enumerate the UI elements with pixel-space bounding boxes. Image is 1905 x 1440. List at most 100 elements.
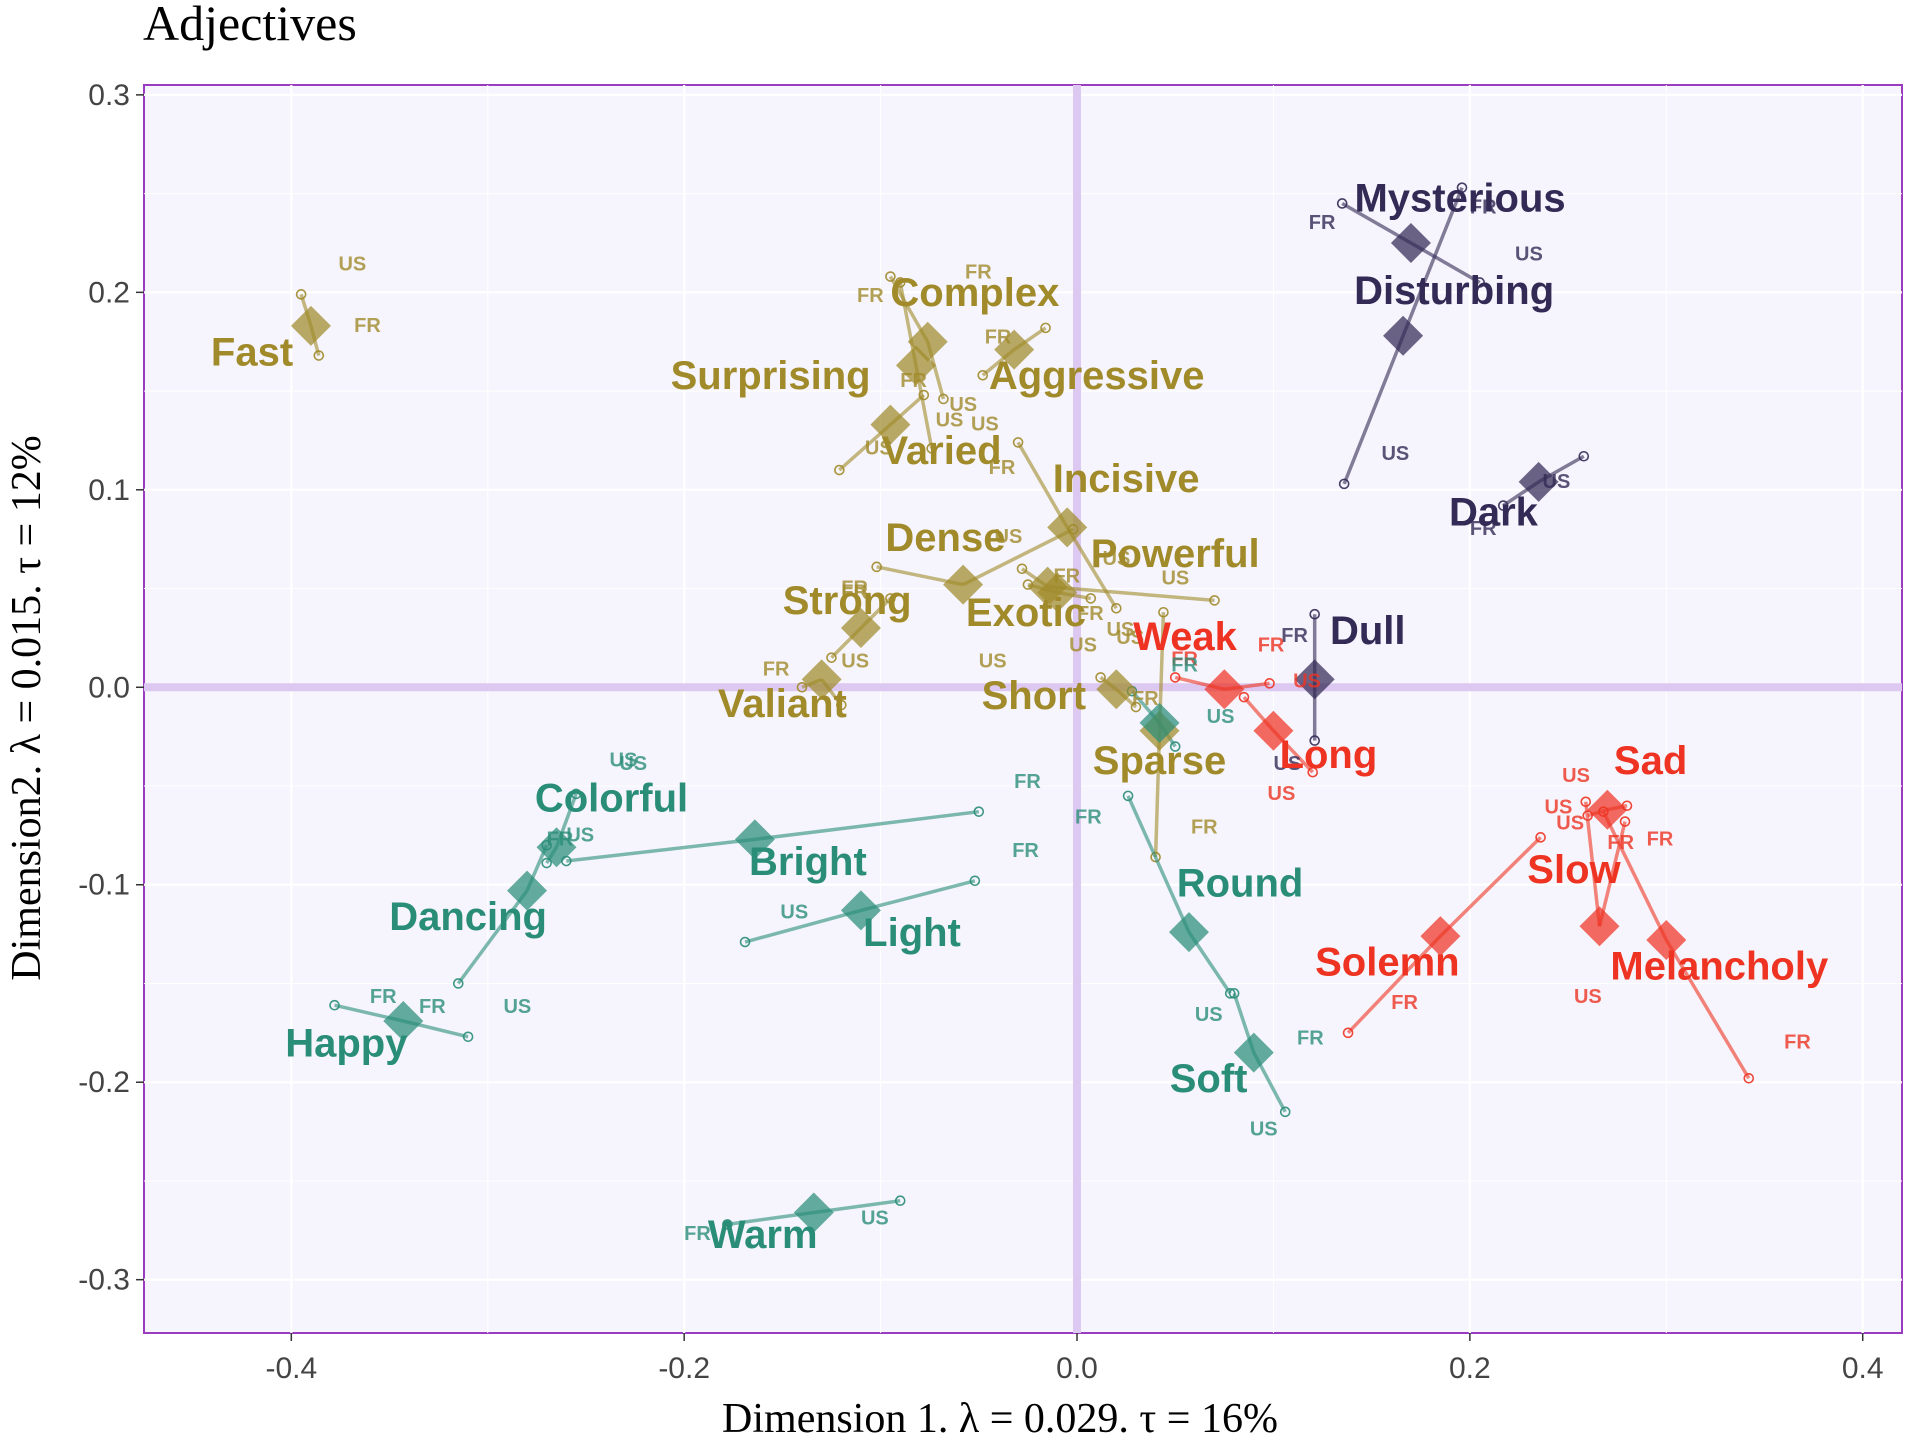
fr-label: FR bbox=[1077, 603, 1104, 625]
us-label: US bbox=[841, 651, 869, 673]
segment-line bbox=[1153, 730, 1162, 858]
segment-line bbox=[1584, 801, 1602, 927]
us-label: US bbox=[1268, 783, 1296, 805]
us-label: US bbox=[619, 753, 647, 775]
point-label: Sparse bbox=[1093, 739, 1226, 783]
point-diamond bbox=[1390, 222, 1431, 263]
fr-label: FR bbox=[1171, 649, 1198, 671]
us-label: US bbox=[780, 901, 808, 923]
subgroup-point bbox=[1209, 595, 1220, 606]
point-diamond bbox=[793, 1192, 834, 1233]
segment-line bbox=[1401, 187, 1464, 337]
subgroup-point bbox=[1158, 606, 1169, 618]
point-diamond bbox=[801, 659, 842, 700]
us-label: US bbox=[1103, 548, 1131, 570]
us-label: US bbox=[610, 749, 638, 771]
point-diamond bbox=[1204, 669, 1245, 710]
us-label: US bbox=[1106, 619, 1134, 641]
subgroup-point bbox=[1497, 500, 1509, 511]
subgroup-point bbox=[1169, 741, 1181, 752]
us-label: US bbox=[566, 824, 594, 846]
subgroup-point bbox=[796, 681, 808, 693]
subgroup-point bbox=[1580, 796, 1592, 808]
origin-lines bbox=[144, 85, 1902, 1333]
us-label: US bbox=[936, 410, 964, 432]
subgroup-point bbox=[969, 875, 981, 887]
subgroup-point bbox=[1474, 277, 1485, 288]
subgroup-point bbox=[926, 443, 937, 454]
fr-label: FR bbox=[1391, 992, 1418, 1014]
subgroup-point bbox=[977, 369, 989, 381]
subgroup-point bbox=[918, 389, 930, 401]
x-tick-label: -0.2 bbox=[658, 1352, 710, 1385]
fr-label: FR bbox=[684, 1223, 711, 1245]
fr-label: FR bbox=[965, 262, 992, 284]
point-label: Dark bbox=[1449, 490, 1539, 534]
point-label: Slow bbox=[1527, 848, 1621, 892]
segment-line bbox=[1342, 335, 1405, 485]
us-label: US bbox=[971, 414, 999, 436]
point-diamond bbox=[994, 329, 1035, 370]
subgroup-point bbox=[871, 561, 882, 573]
subgroup-point bbox=[894, 277, 906, 288]
segment-line bbox=[860, 879, 976, 913]
subgroup-point bbox=[1238, 691, 1250, 703]
subgroup-point bbox=[836, 699, 847, 711]
point-label: Sad bbox=[1614, 739, 1687, 783]
fr-label: FR bbox=[419, 996, 446, 1018]
point-marks bbox=[290, 222, 1687, 1233]
point-label: Warm bbox=[708, 1213, 818, 1257]
segment-line bbox=[744, 908, 862, 944]
fr-label: FR bbox=[1132, 688, 1159, 710]
subgroup-point bbox=[1309, 608, 1320, 620]
x-axis-label: Dimension 1. λ = 0.029. τ = 16% bbox=[722, 1396, 1278, 1440]
point-diamond bbox=[536, 827, 577, 868]
point-label: Strong bbox=[783, 579, 912, 623]
point-label: Solemn bbox=[1315, 941, 1459, 985]
us-label: US bbox=[338, 254, 366, 276]
point-diamond bbox=[840, 890, 881, 931]
point-label: Long bbox=[1280, 733, 1378, 777]
point-diamond bbox=[943, 564, 984, 605]
subgroup-point bbox=[1130, 701, 1142, 713]
point-diamond bbox=[1518, 461, 1559, 502]
us-label: US bbox=[995, 526, 1023, 548]
point-label: Mysterious bbox=[1354, 176, 1565, 220]
chart-title: Adjectives bbox=[143, 0, 357, 51]
subgroup-point bbox=[541, 857, 552, 869]
fr-label: FR bbox=[1470, 196, 1497, 218]
fr-label: FR bbox=[1171, 654, 1198, 676]
fr-label: FR bbox=[1309, 212, 1336, 234]
fr-label: FR bbox=[1053, 566, 1080, 588]
point-label: Powerful bbox=[1091, 532, 1260, 576]
y-axis-label: Dimension2. λ = 0.015. τ = 12% bbox=[4, 435, 50, 980]
y-tick-label: -0.3 bbox=[78, 1264, 130, 1297]
subgroup-point bbox=[826, 652, 837, 663]
subgroup-point bbox=[938, 393, 949, 405]
point-diamond bbox=[1139, 702, 1180, 743]
point-diamond bbox=[383, 1001, 424, 1041]
subgroup-point bbox=[1016, 563, 1028, 575]
subgroup-point bbox=[885, 593, 896, 604]
us-label: US bbox=[1562, 765, 1590, 787]
subgroup-point bbox=[1040, 322, 1051, 334]
point-diamond bbox=[1420, 916, 1461, 957]
y-tick-label: 0.3 bbox=[88, 79, 130, 112]
us-label: US bbox=[1293, 670, 1321, 692]
x-tick-label: 0.2 bbox=[1449, 1352, 1491, 1385]
x-tick-label: 0.0 bbox=[1056, 1352, 1098, 1385]
fr-label: FR bbox=[989, 457, 1016, 479]
fr-label: FR bbox=[763, 658, 790, 680]
point-label: Incisive bbox=[1053, 457, 1200, 501]
y-tick-label: -0.2 bbox=[78, 1066, 130, 1099]
y-tick-label: 0.0 bbox=[88, 671, 130, 704]
fr-label: FR bbox=[1191, 816, 1218, 838]
segment-line bbox=[1601, 810, 1668, 941]
us-label: US bbox=[1545, 797, 1573, 819]
point-label: Varied bbox=[881, 429, 1001, 473]
point-label: Fast bbox=[211, 330, 293, 374]
point-label: Exotic bbox=[966, 591, 1086, 635]
point-diamond bbox=[1579, 906, 1620, 947]
subgroup-point bbox=[1309, 735, 1320, 746]
us-label: US bbox=[1069, 635, 1097, 657]
